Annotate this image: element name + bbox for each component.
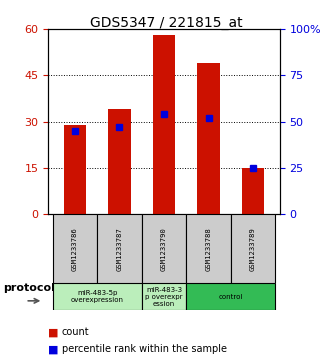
Bar xyxy=(242,168,264,214)
Text: GSM1233788: GSM1233788 xyxy=(205,227,211,270)
Bar xyxy=(108,109,131,214)
Bar xyxy=(197,63,220,214)
Text: ■: ■ xyxy=(48,327,59,337)
Text: GDS5347 / 221815_at: GDS5347 / 221815_at xyxy=(90,16,243,30)
Bar xyxy=(142,214,186,283)
Text: GSM1233787: GSM1233787 xyxy=(117,227,123,270)
Text: percentile rank within the sample: percentile rank within the sample xyxy=(62,344,226,354)
Bar xyxy=(186,214,231,283)
Text: GSM1233789: GSM1233789 xyxy=(250,227,256,270)
Bar xyxy=(64,125,86,214)
Text: GSM1233786: GSM1233786 xyxy=(72,227,78,270)
Text: protocol: protocol xyxy=(3,283,55,293)
Text: miR-483-3
p overexpr
ession: miR-483-3 p overexpr ession xyxy=(145,287,183,307)
Text: count: count xyxy=(62,327,89,337)
Bar xyxy=(97,214,142,283)
Text: miR-483-5p
overexpression: miR-483-5p overexpression xyxy=(71,290,124,303)
Bar xyxy=(153,35,175,214)
Bar xyxy=(186,283,275,310)
Bar xyxy=(53,283,142,310)
Text: control: control xyxy=(218,294,243,300)
Bar xyxy=(142,283,186,310)
Bar xyxy=(53,214,97,283)
Text: GSM1233790: GSM1233790 xyxy=(161,227,167,270)
Bar xyxy=(231,214,275,283)
Text: ■: ■ xyxy=(48,344,59,354)
